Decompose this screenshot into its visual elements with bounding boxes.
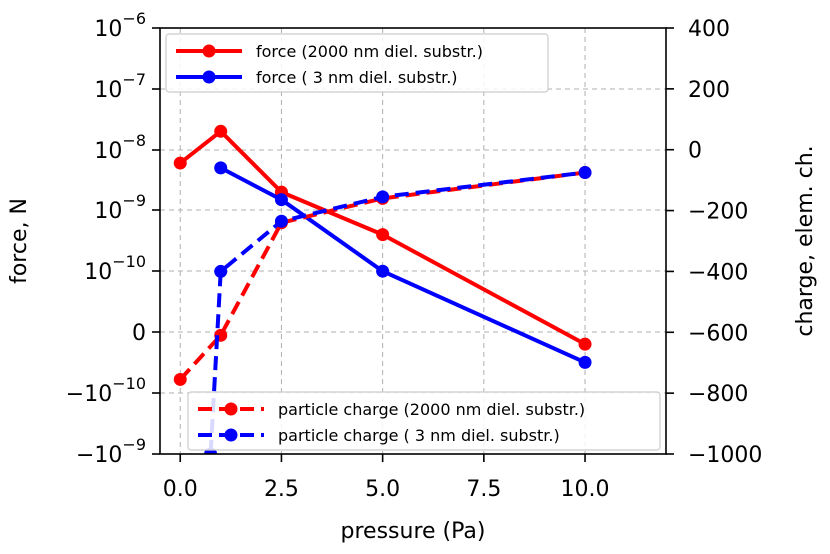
force-data-point (214, 161, 228, 175)
y-axis-label-right: charge, elem. ch. (793, 145, 818, 336)
x-tick-label: 7.5 (466, 477, 501, 502)
charge-data-point (376, 190, 390, 204)
x-tick-label: 2.5 (264, 477, 299, 502)
charge-data-point (274, 214, 288, 228)
charge-data-point (214, 264, 228, 278)
y-tick-label-right: −1000 (688, 443, 762, 468)
legend-box (187, 391, 661, 451)
legend-box (165, 33, 549, 93)
x-axis-label: pressure (Pa) (341, 519, 486, 544)
y-axis-label-left: force, N (7, 198, 32, 284)
legend-label: particle charge (2000 nm diel. substr.) (278, 400, 585, 419)
legend-marker (202, 44, 216, 58)
y-tick-label-right: 0 (688, 139, 702, 164)
legend-marker (224, 428, 238, 442)
y-tick-label-left: 10−7 (94, 70, 146, 103)
ticks: 0.0 2.5 5.0 7.5 10.0 10−6 10−7 10−8 10−9 10−10 0 −1… (66, 9, 763, 502)
legend-label: force (2000 nm diel. substr.) (256, 42, 483, 61)
y-tick-label-right: 200 (688, 78, 730, 103)
y-tick-label-left: 10−9 (94, 191, 146, 224)
y-tick-label-right: −600 (688, 321, 748, 346)
charge-data-point (173, 372, 187, 386)
x-tick-label: 0.0 (163, 477, 198, 502)
force-data-point (376, 264, 390, 278)
y-tick-label-left: 10−10 (84, 252, 146, 285)
series-layer (173, 124, 592, 454)
legend-force: force (2000 nm diel. substr.) force ( 3 n… (165, 33, 549, 93)
y-tick-label-left: 10−6 (94, 9, 146, 42)
force-data-point (173, 156, 187, 170)
y-tick-label-right: −200 (688, 200, 748, 225)
force-data-point (578, 337, 592, 351)
y-tick-label-right: −800 (688, 382, 748, 407)
y-tick-label-left: −10−9 (76, 435, 146, 468)
x-tick-label: 10.0 (561, 477, 610, 502)
force-series-line-1 (219, 166, 586, 365)
charge-data-point (578, 166, 592, 180)
legend-label: particle charge ( 3 nm diel. substr.) (278, 426, 560, 445)
force-data-point (376, 228, 390, 242)
y-tick-label-left: 0 (132, 321, 146, 346)
legend-marker (224, 402, 238, 416)
y-tick-label-left: 10−8 (94, 131, 146, 164)
plot-frame (159, 27, 667, 455)
y-tick-label-left: −10−10 (66, 374, 146, 407)
x-tick-label: 5.0 (365, 477, 400, 502)
force-data-point (274, 193, 288, 207)
legend-label: force ( 3 nm diel. substr.) (256, 68, 458, 87)
legend-charge: particle charge (2000 nm diel. substr.) p… (187, 391, 661, 451)
y-tick-label-right: −400 (688, 260, 748, 285)
legend-marker (202, 70, 216, 84)
force-data-point (214, 124, 228, 138)
y-tick-label-right: 400 (688, 17, 730, 42)
force-data-point (578, 355, 592, 369)
